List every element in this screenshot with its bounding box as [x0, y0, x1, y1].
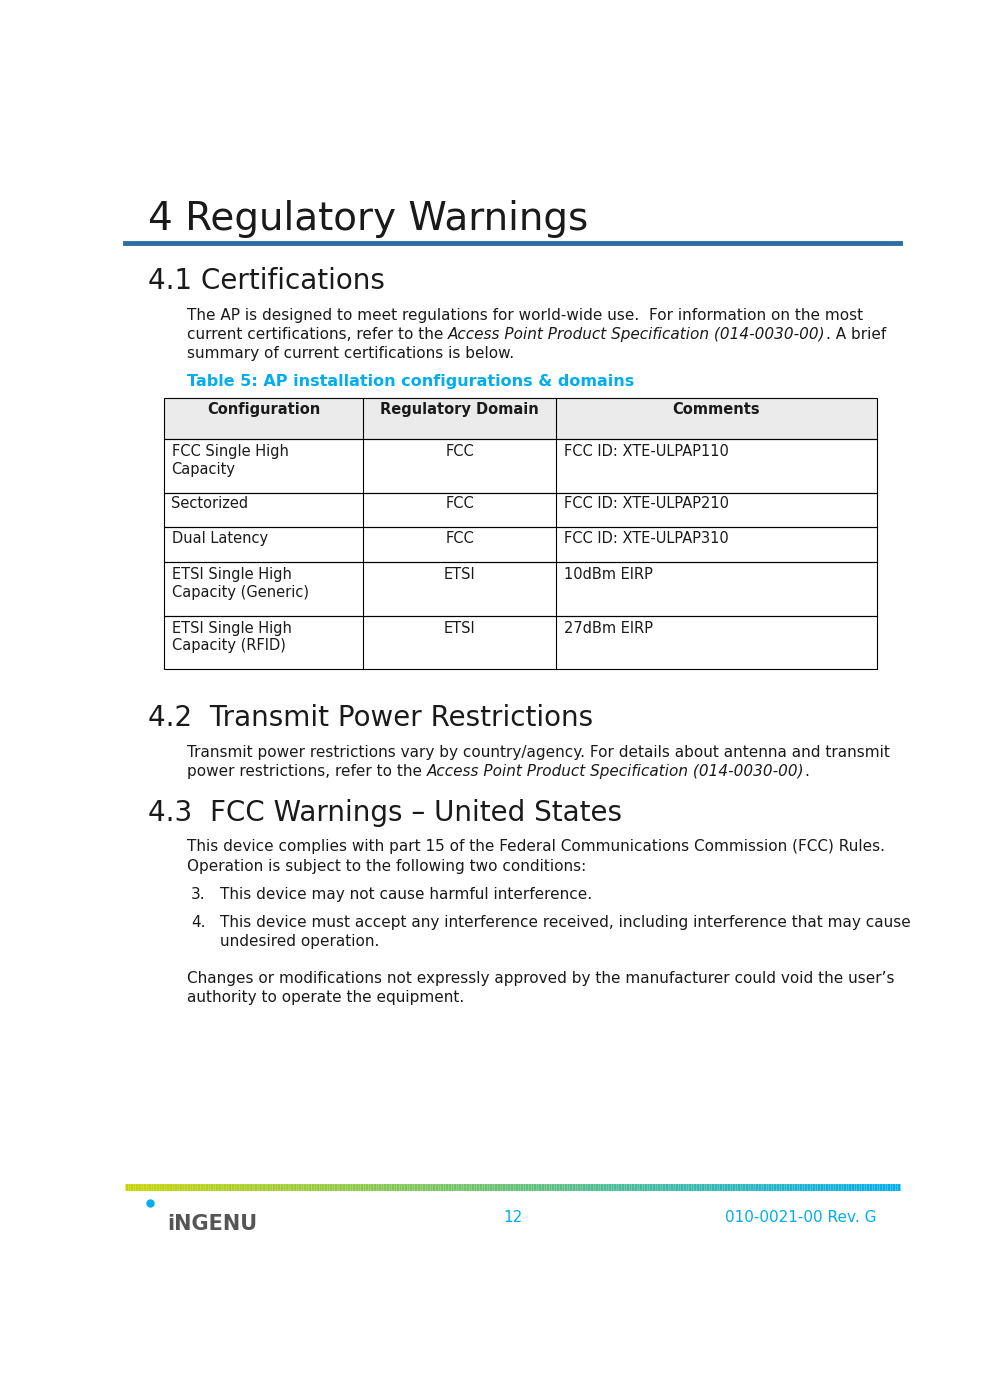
Text: This device must accept any interference received, including interference that m: This device must accept any interference…	[220, 914, 910, 930]
Bar	[164, 615, 877, 670]
Text: 12: 12	[503, 1209, 522, 1225]
Text: 4.3  FCC Warnings – United States: 4.3 FCC Warnings – United States	[148, 798, 622, 826]
Text: undesired operation.: undesired operation.	[220, 934, 379, 949]
Bar	[164, 562, 877, 615]
Bar	[164, 398, 877, 439]
Text: This device may not cause harmful interference.: This device may not cause harmful interf…	[220, 886, 592, 902]
Bar	[164, 527, 877, 562]
Text: 4 Regulatory Warnings: 4 Regulatory Warnings	[148, 200, 588, 238]
Text: 4.: 4.	[191, 914, 205, 930]
Text: .: .	[804, 765, 809, 779]
Text: . A brief: . A brief	[826, 327, 886, 343]
Text: Transmit power restrictions vary by country/agency. For details about antenna an: Transmit power restrictions vary by coun…	[187, 745, 890, 759]
Text: Access Point Product Specification (014-0030-00): Access Point Product Specification (014-…	[448, 327, 826, 343]
Text: 27dBm EIRP: 27dBm EIRP	[564, 621, 653, 636]
Text: Dual Latency: Dual Latency	[172, 531, 268, 545]
Text: This device complies with part 15 of the Federal Communications Commission (FCC): This device complies with part 15 of the…	[187, 839, 885, 854]
Bar	[164, 493, 877, 527]
Text: FCC: FCC	[445, 496, 474, 512]
Text: The AP is designed to meet regulations for world-wide use.  For information on t: The AP is designed to meet regulations f…	[187, 308, 863, 323]
Text: Operation is subject to the following two conditions:: Operation is subject to the following tw…	[187, 858, 586, 874]
Text: FCC ID: XTE-ULPAP210: FCC ID: XTE-ULPAP210	[564, 496, 729, 512]
Text: 3.: 3.	[191, 886, 206, 902]
Text: iNGENU: iNGENU	[168, 1213, 258, 1234]
Text: 10dBm EIRP: 10dBm EIRP	[564, 568, 653, 582]
Text: Configuration: Configuration	[207, 403, 320, 417]
Text: FCC Single High
Capacity: FCC Single High Capacity	[172, 445, 288, 477]
Text: Sectorized: Sectorized	[172, 496, 249, 512]
Text: FCC ID: XTE-ULPAP110: FCC ID: XTE-ULPAP110	[564, 445, 729, 460]
Bar	[164, 439, 877, 493]
Bar	[164, 398, 877, 439]
Text: Comments: Comments	[673, 403, 760, 417]
Text: authority to operate the equipment.: authority to operate the equipment.	[187, 990, 464, 1005]
Text: 4.2  Transmit Power Restrictions: 4.2 Transmit Power Restrictions	[148, 703, 593, 731]
Text: ETSI: ETSI	[444, 621, 476, 636]
Text: Changes or modifications not expressly approved by the manufacturer could void t: Changes or modifications not expressly a…	[187, 970, 895, 986]
Text: 010-0021-00 Rev. G: 010-0021-00 Rev. G	[725, 1209, 877, 1225]
Text: FCC ID: XTE-ULPAP310: FCC ID: XTE-ULPAP310	[564, 531, 728, 545]
Text: Access Point Product Specification (014-0030-00): Access Point Product Specification (014-…	[427, 765, 804, 779]
Text: 4.1 Certifications: 4.1 Certifications	[148, 267, 385, 295]
Text: FCC: FCC	[445, 531, 474, 545]
Text: power restrictions, refer to the: power restrictions, refer to the	[187, 765, 427, 779]
Text: FCC: FCC	[445, 445, 474, 460]
Text: ETSI Single High
Capacity (RFID): ETSI Single High Capacity (RFID)	[172, 621, 291, 653]
Text: current certifications, refer to the: current certifications, refer to the	[187, 327, 448, 343]
Text: Table 5: AP installation configurations & domains: Table 5: AP installation configurations …	[187, 375, 634, 390]
Text: summary of current certifications is below.: summary of current certifications is bel…	[187, 347, 514, 362]
Text: Regulatory Domain: Regulatory Domain	[380, 403, 539, 417]
Text: ETSI Single High
Capacity (Generic): ETSI Single High Capacity (Generic)	[172, 568, 308, 600]
Text: ETSI: ETSI	[444, 568, 476, 582]
